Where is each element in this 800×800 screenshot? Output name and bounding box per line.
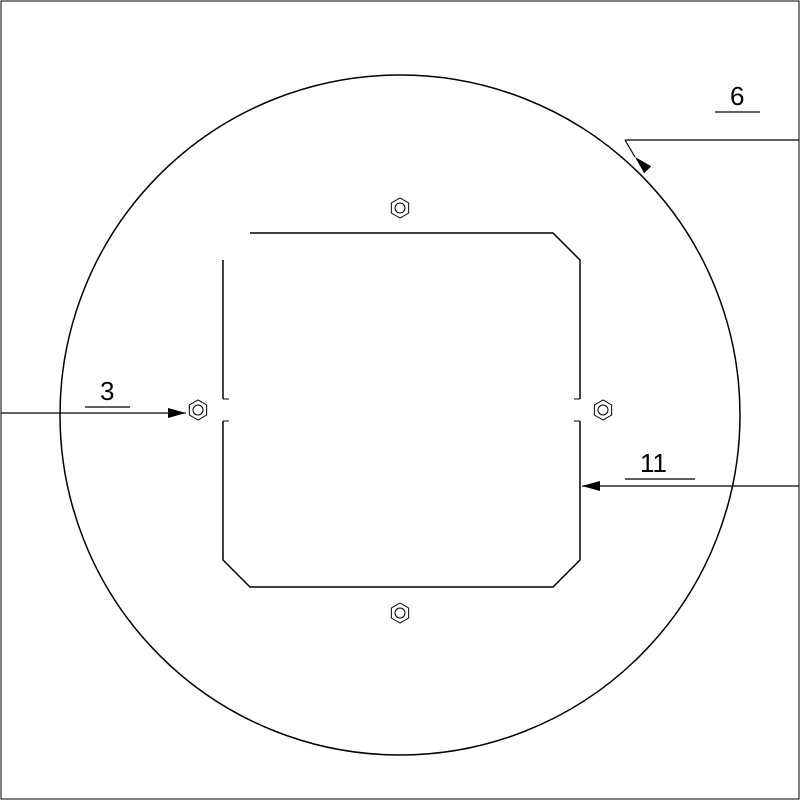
bolt-inner-circle — [395, 608, 405, 618]
bolt-hex-icon — [391, 198, 408, 218]
technical-drawing: 6 3 11 — [0, 0, 800, 800]
callout-label: 3 — [100, 376, 114, 406]
arrowhead-icon — [168, 408, 186, 418]
leader-3: 3 — [1, 376, 186, 418]
bolt-right — [594, 400, 611, 420]
leader-11: 11 — [582, 448, 799, 491]
callout-label: 11 — [640, 448, 667, 478]
bolt-hex-icon — [189, 400, 206, 420]
inner-octagon — [223, 233, 580, 587]
bolt-hex-icon — [594, 400, 611, 420]
leader-tail — [625, 140, 635, 157]
callout-label: 6 — [730, 81, 744, 111]
bolt-inner-circle — [193, 405, 203, 415]
outer-circle — [60, 75, 740, 755]
arrowhead-icon — [582, 481, 600, 491]
bolt-hex-icon — [391, 603, 408, 623]
bolt-top — [391, 198, 408, 218]
bolt-inner-circle — [395, 203, 405, 213]
bolt-bottom — [391, 603, 408, 623]
bolt-left — [189, 400, 206, 420]
frame-border — [1, 1, 799, 799]
leader-6: 6 — [625, 81, 799, 173]
bolt-inner-circle — [598, 405, 608, 415]
